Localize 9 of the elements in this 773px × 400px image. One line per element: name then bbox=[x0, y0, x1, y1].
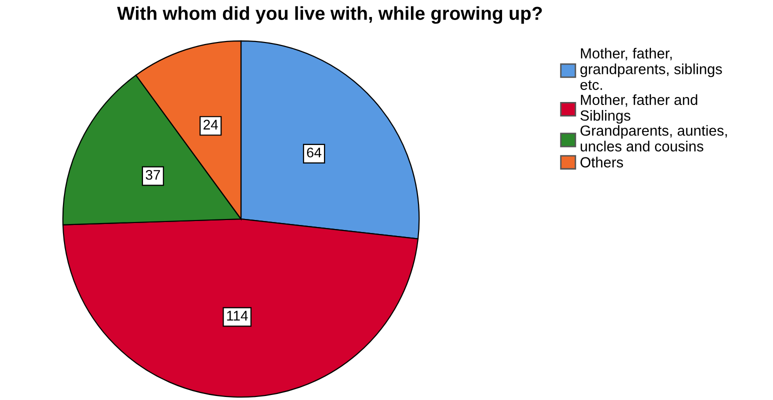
chart-title: With whom did you live with, while growing up? bbox=[117, 6, 542, 24]
data-label: 24 bbox=[204, 120, 218, 130]
legend-label: Others bbox=[580, 156, 624, 168]
legend-label: Grandparents, aunties, uncles and cousins bbox=[580, 125, 727, 152]
data-label: 37 bbox=[146, 170, 160, 180]
legend-label: Mother, father, grandparents, siblings etc. bbox=[580, 48, 722, 90]
data-label: 64 bbox=[307, 148, 322, 158]
legend-label: Mother, father and Siblings bbox=[580, 94, 698, 124]
data-label: 114 bbox=[227, 310, 248, 320]
